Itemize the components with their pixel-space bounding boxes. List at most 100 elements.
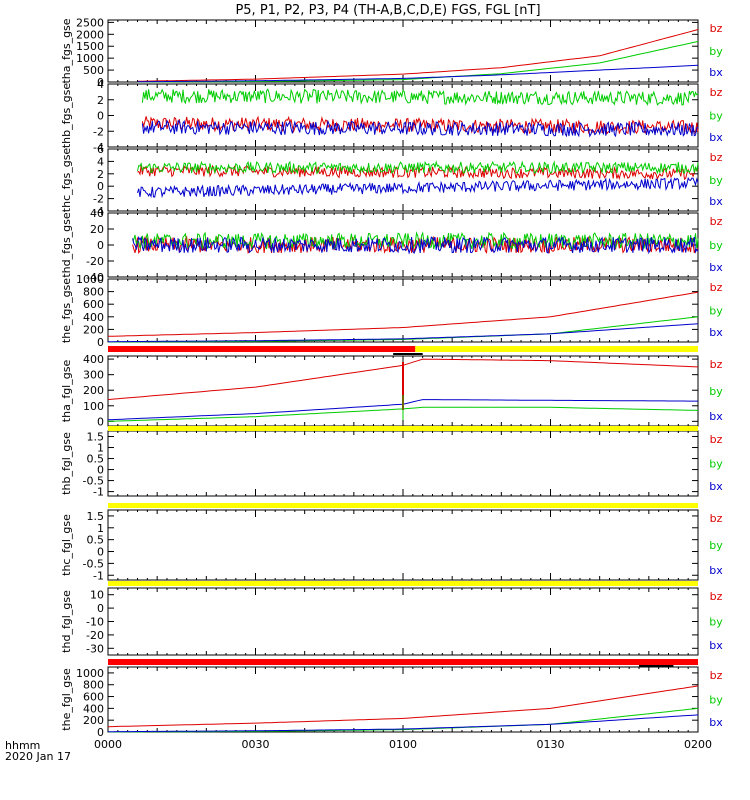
- y-tick-label: 100: [83, 400, 104, 413]
- legend-by: by: [709, 305, 723, 318]
- legend-bz: bz: [710, 215, 723, 228]
- series-by-line: [141, 88, 699, 106]
- legend-by: by: [709, 694, 723, 707]
- y-tick-label: 1000: [76, 52, 104, 65]
- y-tick-label: 400: [83, 353, 104, 366]
- y-tick-label: 20: [90, 223, 104, 236]
- y-tick-label: -20: [86, 629, 104, 642]
- series-bx-line: [137, 64, 699, 83]
- y-tick-label: 0: [97, 76, 104, 89]
- y-tick-label: -1: [93, 569, 104, 582]
- y-tick-label: -2: [93, 125, 104, 138]
- y-tick-label: -20: [86, 255, 104, 268]
- series-bx-line: [108, 323, 699, 343]
- series-bz-line: [107, 291, 699, 337]
- y-tick-label: 400: [83, 311, 104, 324]
- y-tick-label: 300: [83, 369, 104, 382]
- y-tick-label: 4: [97, 78, 104, 91]
- legend-bx: bx: [709, 195, 723, 208]
- series-bz-line: [141, 115, 699, 135]
- panel-thc_fgl_gse: -1-0.500.511.5 thc_fgl_gse bz by bx: [60, 509, 723, 582]
- x-tick-label: 0200: [684, 738, 712, 751]
- y-tick-label: 1000: [76, 273, 104, 286]
- series-bx-line: [132, 235, 699, 255]
- y-tick-label: 0: [97, 180, 104, 193]
- tha-fgl-marker: [393, 353, 423, 355]
- legend-bz: bz: [710, 22, 723, 35]
- y-tick-label: -0.5: [83, 557, 104, 570]
- time-axis-label-hhmm: hhmm: [5, 739, 40, 752]
- legend-bx: bx: [709, 261, 723, 274]
- series-by-line: [137, 41, 699, 83]
- panel-thb_fgl_gse: -1-0.500.511.5 thb_fgl_gse bz by bx: [60, 430, 723, 499]
- legend-bx: bx: [709, 66, 723, 79]
- legend-bz: bz: [710, 281, 723, 294]
- series-bz-line: [107, 685, 699, 728]
- y-tick-label: 2: [97, 94, 104, 107]
- y-axis-label: the_fgl_gse: [60, 668, 73, 731]
- y-axis-label: thb_fgl_gse: [60, 432, 73, 495]
- series-bx-line: [141, 119, 699, 138]
- y-tick-label: 0: [97, 464, 104, 477]
- y-tick-label: 800: [83, 286, 104, 299]
- x-tick-label: 0000: [94, 738, 122, 751]
- y-tick-label: 200: [83, 714, 104, 727]
- y-tick-label: 1: [97, 522, 104, 535]
- series-by-line: [137, 160, 699, 175]
- y-tick-label: 1500: [76, 40, 104, 53]
- y-tick-label: 0: [97, 546, 104, 559]
- y-axis-label: thc_fgs_gse: [60, 148, 73, 213]
- y-tick-label: 0: [97, 726, 104, 739]
- y-tick-label: -10: [86, 616, 104, 629]
- y-tick-label: 600: [83, 691, 104, 704]
- tha-fgl-bar-yellow: [415, 346, 698, 352]
- legend-bx: bx: [709, 326, 723, 339]
- y-tick-label: 2000: [76, 28, 104, 41]
- y-tick-label: 10: [90, 589, 104, 602]
- legend-bz: bz: [710, 512, 723, 525]
- x-tick-label: 0030: [242, 738, 270, 751]
- y-axis-label: thd_fgl_gse: [60, 590, 73, 653]
- y-tick-label: -1: [93, 486, 104, 499]
- legend-bz: bz: [710, 669, 723, 682]
- y-tick-label: 6: [97, 143, 104, 156]
- panel-frame: [107, 509, 699, 581]
- panel-frame: [107, 278, 699, 343]
- thc-fgl-bar-yellow: [108, 503, 698, 508]
- the-fgl-marker: [639, 665, 674, 667]
- x-tick-label: 0130: [537, 738, 565, 751]
- legend-bz: bz: [710, 433, 723, 446]
- y-tick-label: -2: [93, 193, 104, 206]
- legend-by: by: [709, 616, 723, 629]
- y-axis-label: tha_fgl_gse: [60, 360, 73, 423]
- series-bz-line: [137, 29, 699, 82]
- legend-bz: bz: [710, 151, 723, 164]
- legend-bx: bx: [709, 410, 723, 423]
- series-bx-line: [137, 176, 699, 199]
- time-axis-label-date: 2020 Jan 17: [5, 750, 71, 763]
- y-tick-label: -30: [86, 642, 104, 655]
- panel-thb_fgs_gse: -4 -2 0 2 4 thb_fgs_gse bz by bx: [60, 78, 723, 154]
- y-axis-label: thd_fgs_gse: [60, 212, 73, 278]
- y-tick-label: 1: [97, 442, 104, 455]
- y-axis-label: tha_fgs_gse: [60, 18, 73, 83]
- y-tick-label: -0.5: [83, 475, 104, 488]
- y-tick-label: 0.5: [87, 534, 105, 547]
- legend-by: by: [709, 110, 723, 123]
- y-tick-label: 1.5: [87, 431, 105, 444]
- y-axis-label: the_fgs_gse: [60, 278, 73, 343]
- legend-bx: bx: [709, 716, 723, 729]
- y-tick-label: 4: [97, 155, 104, 168]
- x-tick-label: 0100: [389, 738, 417, 751]
- thb-fgl-bar-yellow: [108, 426, 698, 431]
- panel-frame: [107, 19, 699, 83]
- y-tick-label: 0: [97, 415, 104, 428]
- y-tick-label: 0: [97, 602, 104, 615]
- y-tick-label: 2: [97, 168, 104, 181]
